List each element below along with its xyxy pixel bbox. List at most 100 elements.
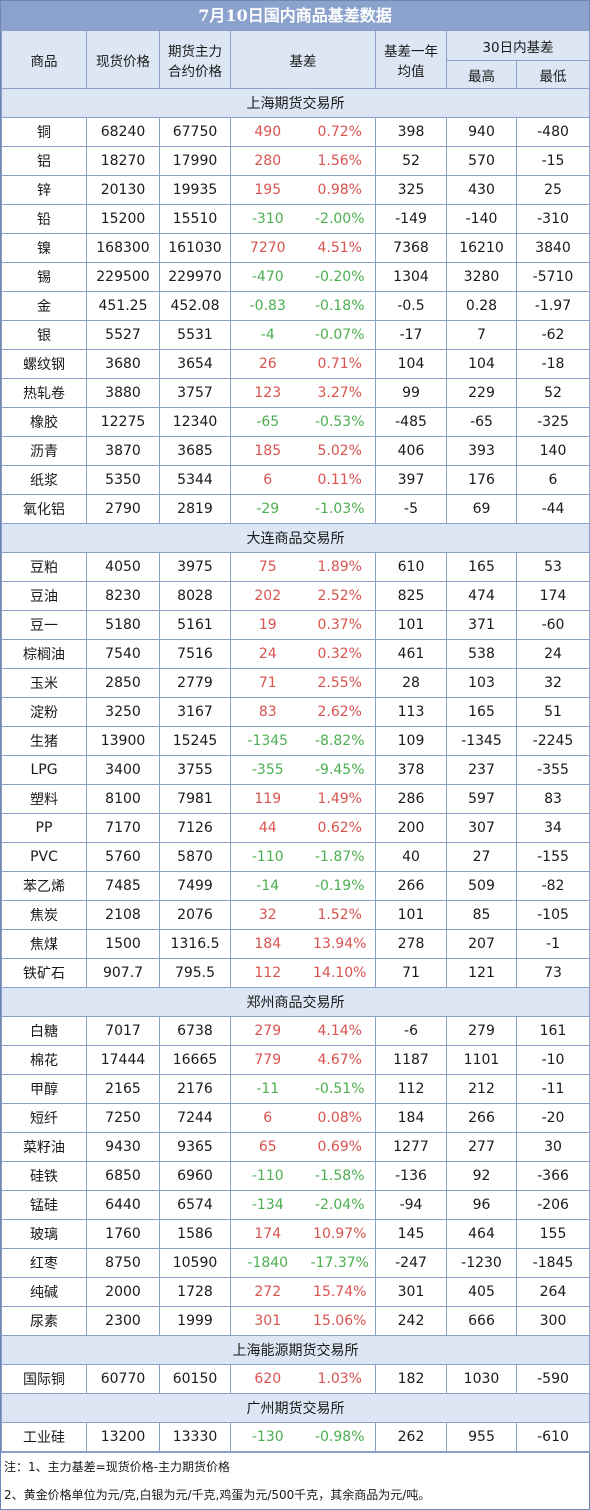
basis-percent-cell: 4.51% [304, 233, 376, 263]
basis-cell: 280 [230, 146, 305, 176]
basis-cell: 75 [230, 552, 305, 582]
basis-percent-cell: -17.37% [304, 1248, 376, 1278]
high-30d-cell: 103 [446, 668, 517, 698]
basis-percent-cell: 2.55% [304, 668, 376, 698]
basis-percent-cell: -0.07% [304, 320, 376, 350]
basis-cell: -130 [230, 1422, 305, 1452]
low-30d-cell: 53 [516, 552, 590, 582]
annual-average-cell: 825 [375, 581, 447, 611]
commodity-cell: 焦炭 [1, 900, 87, 930]
commodity-cell: 豆一 [1, 610, 87, 640]
low-30d-cell: 30 [516, 1132, 590, 1162]
table-row: 豆油 8230 8028 202 2.52% 825 474 174 [1, 581, 590, 611]
basis-percent-cell: -0.20% [304, 262, 376, 292]
basis-percent-cell: 4.14% [304, 1016, 376, 1046]
basis-cell: 19 [230, 610, 305, 640]
commodity-cell: 白糖 [1, 1016, 87, 1046]
table-row: 锌 20130 19935 195 0.98% 325 430 25 [1, 175, 590, 205]
table-row: PP 7170 7126 44 0.62% 200 307 34 [1, 813, 590, 843]
low-30d-cell: -62 [516, 320, 590, 350]
exchange-name: 大连商品交易所 [1, 523, 590, 553]
commodity-cell: 淀粉 [1, 697, 87, 727]
low-30d-cell: 51 [516, 697, 590, 727]
spot-price-cell: 7485 [86, 871, 160, 901]
futures-price-cell: 7126 [159, 813, 231, 843]
futures-price-cell: 67750 [159, 117, 231, 147]
futures-price-cell: 16665 [159, 1045, 231, 1075]
annual-average-cell: -247 [375, 1248, 447, 1278]
spot-price-cell: 2108 [86, 900, 160, 930]
low-30d-cell: -1845 [516, 1248, 590, 1278]
annual-average-cell: 378 [375, 755, 447, 785]
commodity-cell: 短纤 [1, 1103, 87, 1133]
basis-cell: -0.83 [230, 291, 305, 321]
annual-average-cell: 145 [375, 1219, 447, 1249]
commodity-cell: 工业硅 [1, 1422, 87, 1452]
table-row: 棕榈油 7540 7516 24 0.32% 461 538 24 [1, 639, 590, 669]
annual-average-cell: -94 [375, 1190, 447, 1220]
futures-price-cell: 7499 [159, 871, 231, 901]
spot-price-cell: 3400 [86, 755, 160, 785]
low-30d-cell: -10 [516, 1045, 590, 1075]
low-30d-cell: 155 [516, 1219, 590, 1249]
table-row: 沥青 3870 3685 185 5.02% 406 393 140 [1, 436, 590, 466]
high-30d-cell: 1030 [446, 1364, 517, 1394]
spot-price-cell: 907.7 [86, 958, 160, 988]
table-row: 镍 168300 161030 7270 4.51% 7368 16210 3840 [1, 233, 590, 263]
low-30d-cell: 174 [516, 581, 590, 611]
basis-cell: 202 [230, 581, 305, 611]
spot-price-cell: 20130 [86, 175, 160, 205]
basis-cell: 490 [230, 117, 305, 147]
spot-price-cell: 2300 [86, 1306, 160, 1336]
basis-cell: -310 [230, 204, 305, 234]
annual-average-cell: 266 [375, 871, 447, 901]
basis-percent-cell: -8.82% [304, 726, 376, 756]
futures-price-cell: 6574 [159, 1190, 231, 1220]
table-row: 生猪 13900 15245 -1345 -8.82% 109 -1345 -2245 [1, 726, 590, 756]
basis-cell: -4 [230, 320, 305, 350]
basis-cell: -134 [230, 1190, 305, 1220]
high-30d-cell: -65 [446, 407, 517, 437]
table-row: 氧化铝 2790 2819 -29 -1.03% -5 69 -44 [1, 494, 590, 524]
table-row: 工业硅 13200 13330 -130 -0.98% 262 955 -610 [1, 1422, 590, 1452]
spot-price-cell: 3680 [86, 349, 160, 379]
low-30d-cell: -18 [516, 349, 590, 379]
basis-percent-cell: 0.08% [304, 1103, 376, 1133]
table-row: 塑料 8100 7981 119 1.49% 286 597 83 [1, 784, 590, 814]
basis-percent-cell: -9.45% [304, 755, 376, 785]
commodity-cell: 锌 [1, 175, 87, 205]
table-row: 尿素 2300 1999 301 15.06% 242 666 300 [1, 1306, 590, 1336]
low-30d-cell: 34 [516, 813, 590, 843]
annual-average-cell: 1187 [375, 1045, 447, 1075]
commodity-cell: 沥青 [1, 436, 87, 466]
high-30d-cell: 104 [446, 349, 517, 379]
high-30d-cell: -1345 [446, 726, 517, 756]
commodity-cell: 棕榈油 [1, 639, 87, 669]
annual-average-cell: 101 [375, 900, 447, 930]
spot-price-cell: 5350 [86, 465, 160, 495]
futures-price-cell: 1586 [159, 1219, 231, 1249]
high-30d-cell: 165 [446, 697, 517, 727]
futures-price-cell: 5531 [159, 320, 231, 350]
basis-cell: 65 [230, 1132, 305, 1162]
table-row: 铅 15200 15510 -310 -2.00% -149 -140 -310 [1, 204, 590, 234]
basis-percent-cell: -0.18% [304, 291, 376, 321]
high-30d-cell: -1230 [446, 1248, 517, 1278]
annual-average-cell: 1304 [375, 262, 447, 292]
spot-price-cell: 168300 [86, 233, 160, 263]
low-30d-cell: 32 [516, 668, 590, 698]
header-low: 最低 [516, 60, 590, 89]
commodity-cell: 银 [1, 320, 87, 350]
spot-price-cell: 2850 [86, 668, 160, 698]
commodity-cell: 螺纹钢 [1, 349, 87, 379]
spot-price-cell: 12275 [86, 407, 160, 437]
commodity-cell: 铜 [1, 117, 87, 147]
high-30d-cell: 464 [446, 1219, 517, 1249]
basis-percent-cell: 0.37% [304, 610, 376, 640]
high-30d-cell: 229 [446, 378, 517, 408]
high-30d-cell: 27 [446, 842, 517, 872]
high-30d-cell: 16210 [446, 233, 517, 263]
basis-percent-cell: 10.97% [304, 1219, 376, 1249]
high-30d-cell: 393 [446, 436, 517, 466]
basis-cell: 779 [230, 1045, 305, 1075]
